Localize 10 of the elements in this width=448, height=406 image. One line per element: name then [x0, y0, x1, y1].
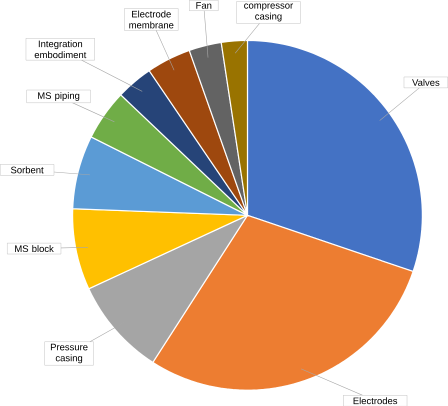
- slice-label: Valves: [412, 78, 440, 86]
- slice-label: compressor casing: [244, 3, 294, 22]
- slice-label: Electrodes: [354, 397, 398, 404]
- slice-label: Electrode membrane: [129, 10, 174, 28]
- slice-label: Sorbent: [10, 166, 44, 174]
- slice-label: MS block: [15, 244, 54, 252]
- slice-label: Fan: [196, 2, 212, 9]
- slice-label: Pressure casing: [50, 344, 88, 364]
- slice-label: Integration embodiment: [34, 40, 86, 58]
- slice-label: MS piping: [38, 92, 80, 101]
